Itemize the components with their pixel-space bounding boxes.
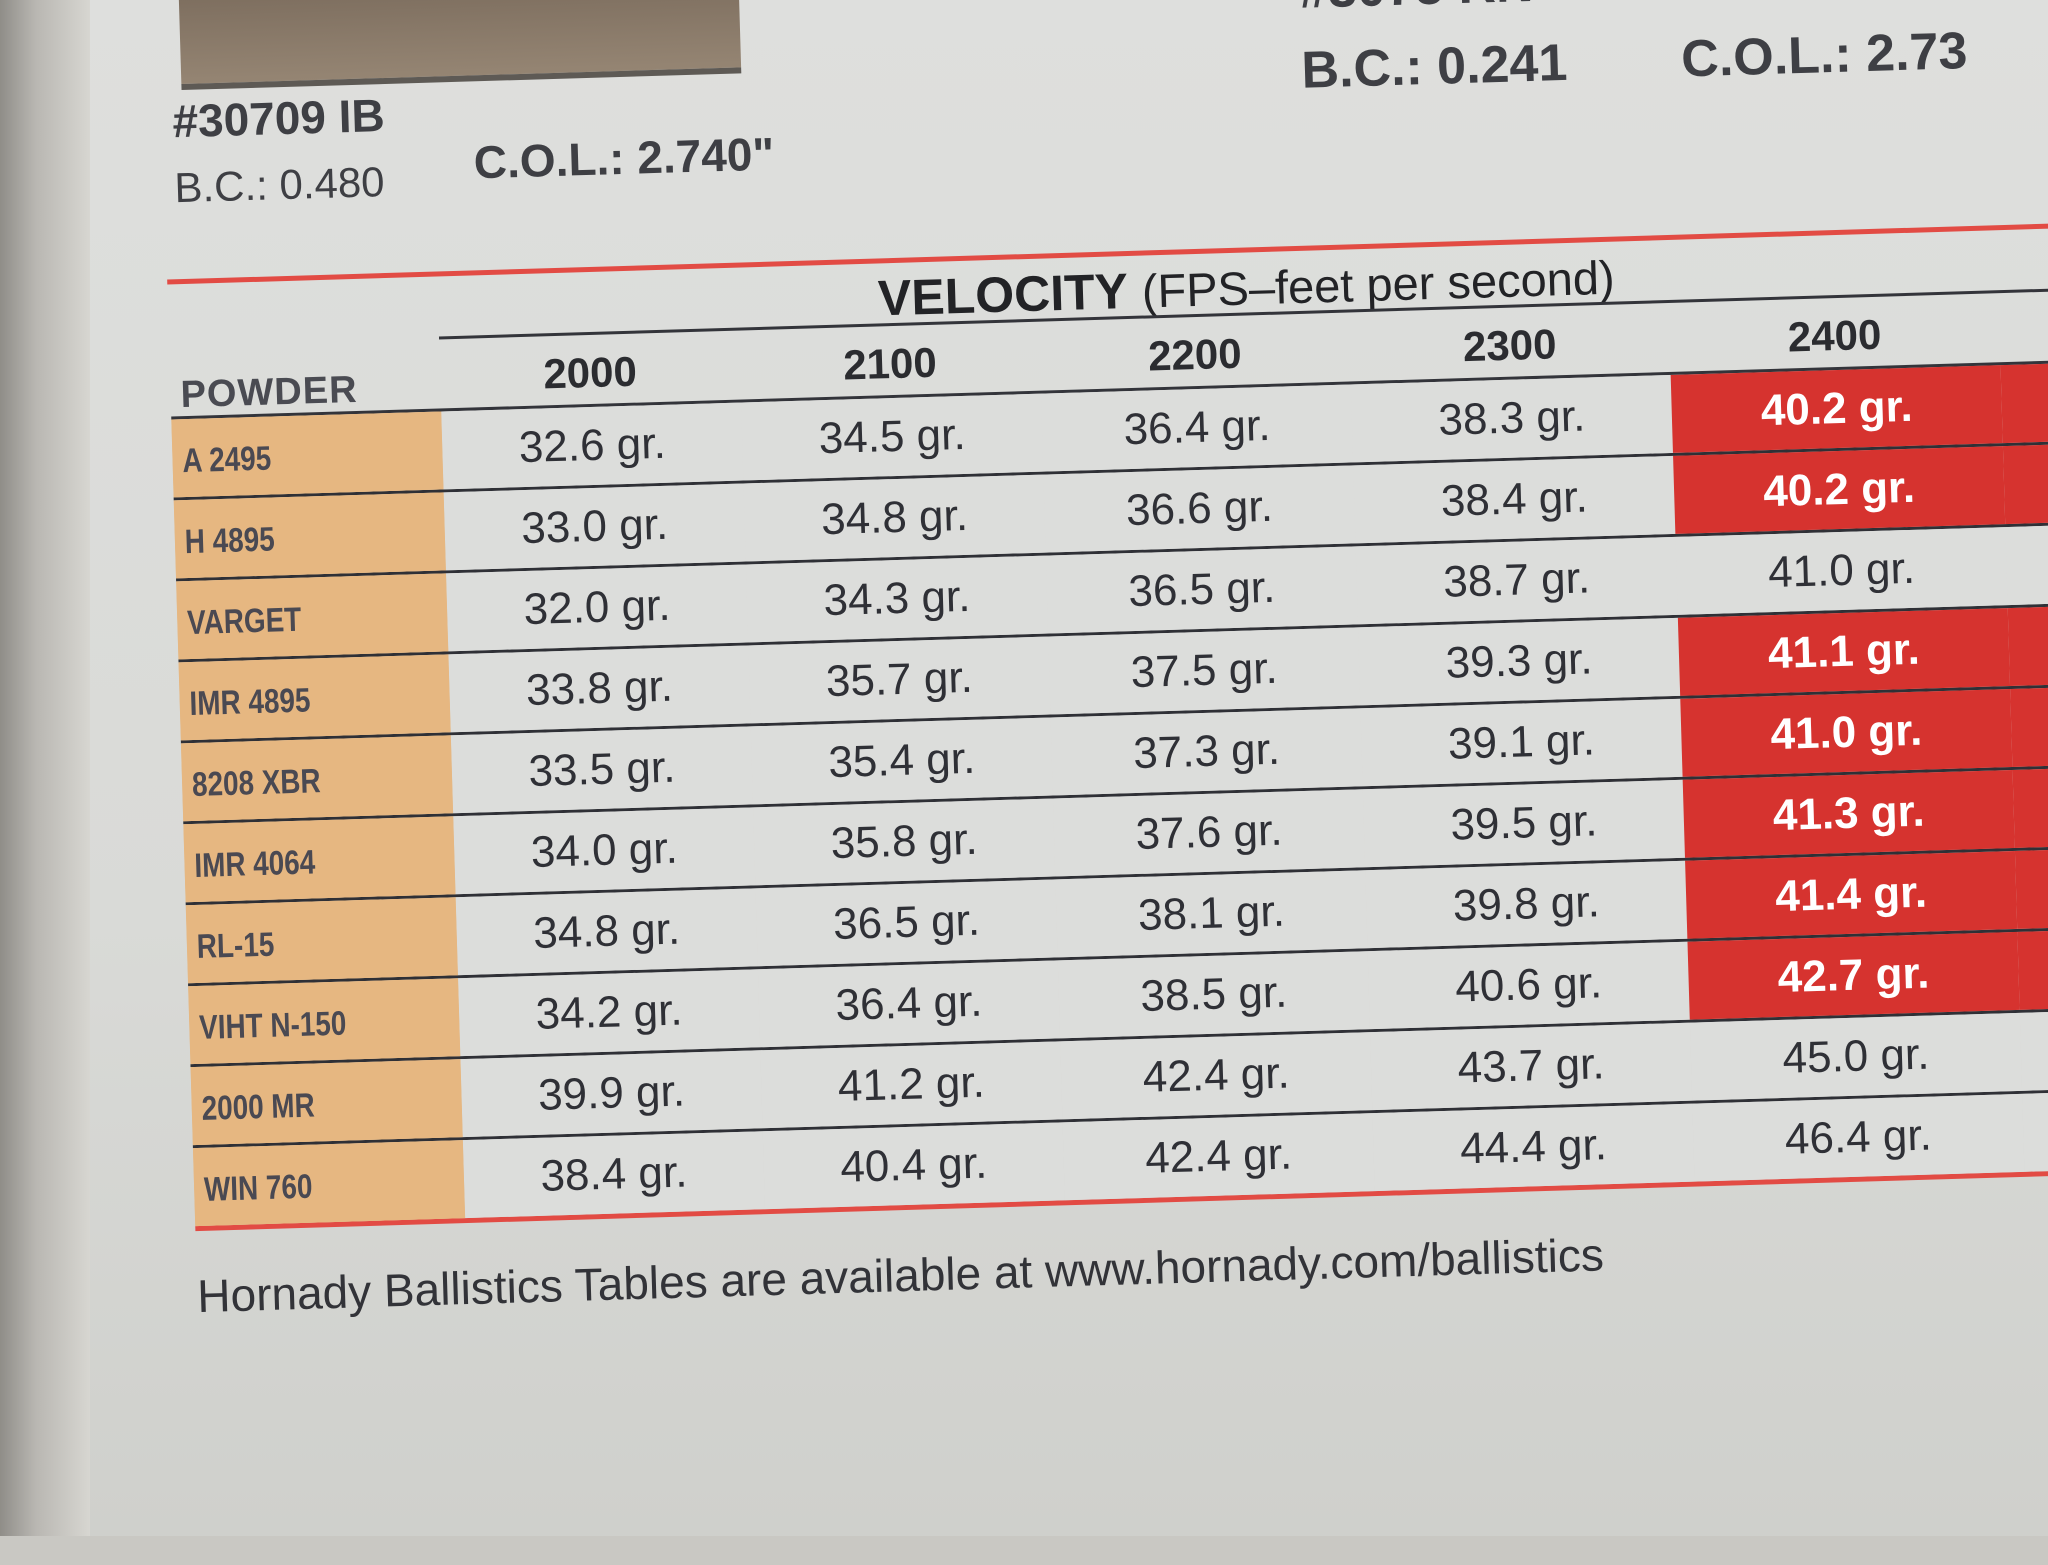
- powder-name: 2000 MR: [190, 1059, 463, 1146]
- left-ballistic-coefficient: B.C.: 0.480: [173, 158, 386, 212]
- powder-cell: IMR 4064: [183, 816, 456, 903]
- load-cell-2200: 36.6 gr.: [1043, 465, 1356, 553]
- load-cell-2200: 36.4 gr.: [1040, 384, 1354, 472]
- next-column-edge: [2010, 686, 2048, 767]
- powder-cell: 2000 MR: [190, 1059, 463, 1146]
- load-cell-2000: 34.8 gr.: [455, 888, 758, 976]
- load-cell-2200: 36.5 gr.: [1045, 546, 1358, 634]
- load-cell-2000: 32.6 gr.: [441, 402, 744, 490]
- left-cartridge-length: C.O.L.: 2.740": [473, 127, 775, 189]
- powder-column-header: POWDER: [179, 368, 359, 417]
- load-cell-2100: 34.3 gr.: [745, 555, 1049, 643]
- load-cell-2000: 33.0 gr.: [443, 483, 746, 571]
- next-column-edge: [2005, 525, 2048, 606]
- load-cell-2100: 41.2 gr.: [760, 1041, 1063, 1129]
- powder-name: 8208 XBR: [180, 735, 454, 822]
- load-cell-2300: 39.1 gr.: [1360, 698, 1683, 787]
- load-cell-2100: 36.4 gr.: [757, 960, 1061, 1048]
- load-cell-2200: 38.5 gr.: [1057, 951, 1370, 1039]
- next-column-edge: [2012, 767, 2048, 848]
- powder-cell: RL-15: [185, 897, 458, 984]
- next-column-edge: [2019, 1010, 2048, 1091]
- right-cartridge-length: C.O.L.: 2.73: [1680, 22, 1969, 89]
- next-column-edge: [2014, 848, 2048, 929]
- load-cell-2000: 33.8 gr.: [448, 645, 751, 733]
- load-cell-2200: 38.1 gr.: [1055, 870, 1368, 958]
- powder-name: VIHT N-150: [188, 978, 461, 1065]
- load-cell-2000: 34.2 gr.: [458, 969, 761, 1057]
- powder-name: A 2495: [171, 411, 444, 498]
- powder-name: RL-15: [185, 897, 458, 984]
- load-cell-2400: 41.0 gr.: [1675, 527, 2008, 615]
- powder-name: H 4895: [173, 492, 446, 579]
- load-cell-2100: 34.5 gr.: [741, 393, 1044, 481]
- load-table: VELOCITY (FPS–feet per second) POWDER 20…: [167, 223, 2048, 1232]
- next-column-edge: [2022, 1091, 2048, 1172]
- load-cell-2400: 41.4 gr.: [1685, 850, 2018, 939]
- load-cell-2200: 42.4 gr.: [1062, 1113, 1375, 1201]
- velocity-header-2300: 2300: [1462, 320, 1558, 371]
- load-cell-2200: 37.5 gr.: [1048, 627, 1361, 715]
- bullet-photo: [178, 0, 742, 91]
- load-cell-2300: 39.3 gr.: [1358, 617, 1681, 706]
- powder-cell: 8208 XBR: [180, 735, 454, 822]
- powder-name: IMR 4895: [178, 654, 451, 741]
- velocity-header-2400: 2400: [1787, 310, 1882, 361]
- velocity-header-2000: 2000: [542, 347, 638, 398]
- load-cell-2200: 37.3 gr.: [1050, 708, 1363, 796]
- next-column-edge: [2002, 444, 2048, 525]
- load-cell-2300: 44.4 gr.: [1372, 1103, 1695, 1192]
- velocity-header-2100: 2100: [842, 338, 938, 389]
- load-cell-2400: 40.2 gr.: [1670, 365, 2003, 453]
- velocity-header-2200: 2200: [1147, 329, 1243, 380]
- powder-cell: WIN 760: [192, 1140, 466, 1227]
- load-cell-2400: 40.2 gr.: [1673, 446, 2006, 534]
- powder-name: IMR 4064: [183, 816, 456, 903]
- load-cell-2400: 42.7 gr.: [1687, 931, 2020, 1020]
- load-cell-2200: 42.4 gr.: [1060, 1032, 1373, 1120]
- load-cell-2100: 35.8 gr.: [753, 798, 1056, 886]
- right-item-number: #3075 RN: [1298, 0, 1534, 21]
- load-cell-2400: 46.4 gr.: [1692, 1093, 2025, 1182]
- load-cell-2400: 41.0 gr.: [1680, 689, 2013, 777]
- next-column-edge: [2000, 363, 2048, 444]
- right-ballistic-coefficient: B.C.: 0.241: [1300, 33, 1569, 100]
- load-cell-2200: 37.6 gr.: [1052, 789, 1366, 877]
- load-cell-2400: 45.0 gr.: [1689, 1012, 2023, 1101]
- load-cell-2300: 38.3 gr.: [1350, 374, 1673, 463]
- load-cell-2000: 38.4 gr.: [462, 1131, 766, 1219]
- load-cell-2000: 34.0 gr.: [453, 807, 756, 895]
- load-cell-2000: 32.0 gr.: [445, 564, 749, 652]
- powder-name: WIN 760: [192, 1140, 466, 1227]
- load-cell-2000: 33.5 gr.: [450, 726, 753, 814]
- powder-cell: A 2495: [171, 411, 444, 498]
- powder-cell: VIHT N-150: [188, 978, 461, 1065]
- table-body: A 2495 32.6 gr. 34.5 gr. 36.4 gr. 38.3 gr. 40…: [171, 360, 2048, 1227]
- next-column-edge: [2017, 929, 2048, 1010]
- load-cell-2300: 43.7 gr.: [1370, 1022, 1693, 1111]
- powder-name: VARGET: [176, 573, 449, 660]
- load-cell-2100: 40.4 gr.: [762, 1122, 1065, 1210]
- book-spine: [0, 0, 90, 1536]
- load-cell-2100: 35.7 gr.: [748, 636, 1051, 724]
- load-cell-2400: 41.1 gr.: [1677, 608, 2011, 696]
- load-cell-2300: 38.7 gr.: [1355, 536, 1678, 625]
- load-cell-2300: 38.4 gr.: [1353, 455, 1676, 544]
- powder-cell: IMR 4895: [178, 654, 451, 741]
- load-cell-2300: 39.5 gr.: [1362, 779, 1685, 868]
- load-cell-2300: 40.6 gr.: [1367, 941, 1690, 1030]
- load-cell-2300: 39.8 gr.: [1365, 860, 1688, 949]
- load-cell-2100: 35.4 gr.: [750, 717, 1053, 805]
- footer-note: Hornady Ballistics Tables are available …: [196, 1228, 1605, 1323]
- powder-cell: H 4895: [173, 492, 446, 579]
- left-item-number: #30709 IB: [171, 89, 386, 148]
- load-cell-2000: 39.9 gr.: [460, 1050, 763, 1138]
- load-cell-2100: 36.5 gr.: [755, 879, 1058, 967]
- next-column-edge: [2007, 605, 2048, 687]
- powder-cell: VARGET: [176, 573, 449, 660]
- load-cell-2100: 34.8 gr.: [743, 474, 1046, 562]
- load-cell-2400: 41.3 gr.: [1682, 769, 2015, 858]
